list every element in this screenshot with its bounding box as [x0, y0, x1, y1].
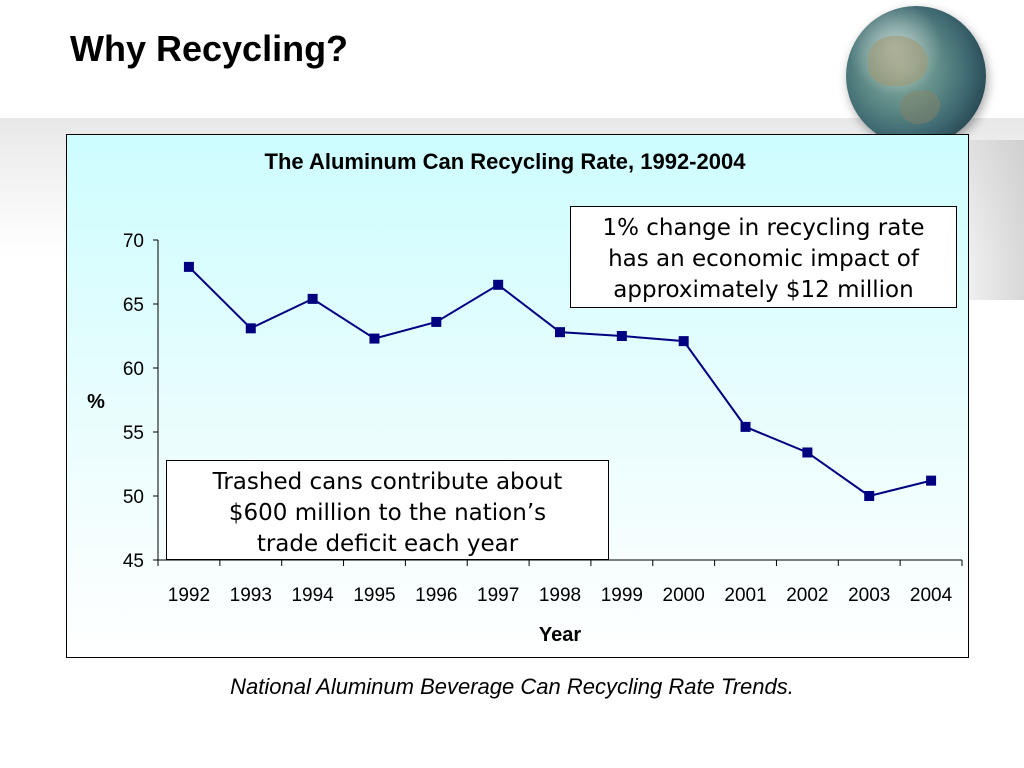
x-tick-label: 1998 — [539, 585, 581, 606]
data-point — [493, 279, 504, 290]
chart-title: The Aluminum Can Recycling Rate, 1992-20… — [265, 149, 747, 174]
x-tick-label: 1997 — [477, 585, 519, 606]
x-tick-label: 1996 — [415, 585, 457, 606]
globe-continent — [900, 90, 940, 124]
y-tick-label: 70 — [123, 231, 144, 252]
x-tick-label: 1992 — [168, 585, 210, 606]
x-axis-label: Year — [539, 624, 581, 646]
data-point — [307, 293, 318, 304]
data-point — [555, 327, 565, 338]
data-point — [678, 336, 689, 347]
data-point — [245, 323, 256, 334]
y-tick-label: 50 — [123, 487, 144, 508]
globe-continent — [868, 36, 928, 86]
data-point — [431, 316, 442, 327]
data-point — [740, 421, 751, 432]
slide-title: Why Recycling? — [70, 28, 349, 69]
x-tick-label: 2000 — [663, 585, 705, 606]
data-point — [926, 475, 937, 486]
x-tick-label: 1994 — [291, 585, 334, 606]
x-tick-label: 1993 — [230, 585, 272, 606]
data-point — [369, 333, 380, 344]
x-tick-label: 2001 — [724, 585, 766, 606]
data-point — [183, 261, 194, 272]
trade-deficit-note: Trashed cans contribute about $600 milli… — [166, 460, 609, 560]
slide-caption: National Aluminum Beverage Can Recycling… — [230, 674, 794, 699]
note-line: has an economic impact of — [608, 246, 919, 272]
x-tick-label: 1995 — [353, 585, 395, 606]
note-line: 1% change in recycling rate — [602, 215, 925, 241]
economic-impact-note: 1% change in recycling rate has an econo… — [570, 206, 957, 308]
y-tick-label: 60 — [123, 359, 144, 380]
x-tick-label: 2002 — [786, 585, 828, 606]
data-point — [802, 447, 813, 458]
note-line: Trashed cans contribute about — [212, 469, 563, 495]
y-tick-label: 65 — [123, 295, 144, 316]
y-tick-label: 55 — [123, 423, 144, 444]
note-line: approximately $12 million — [613, 277, 914, 303]
x-tick-label: 2003 — [848, 585, 890, 606]
note-line: $600 million to the nation’s — [228, 500, 547, 526]
data-point — [864, 491, 875, 501]
data-point — [616, 331, 627, 341]
x-tick-label: 2004 — [910, 585, 953, 606]
note-line: trade deficit each year — [256, 531, 519, 557]
y-axis-label: % — [87, 391, 105, 413]
y-tick-label: 45 — [123, 551, 144, 572]
x-tick-label: 1999 — [601, 585, 643, 606]
